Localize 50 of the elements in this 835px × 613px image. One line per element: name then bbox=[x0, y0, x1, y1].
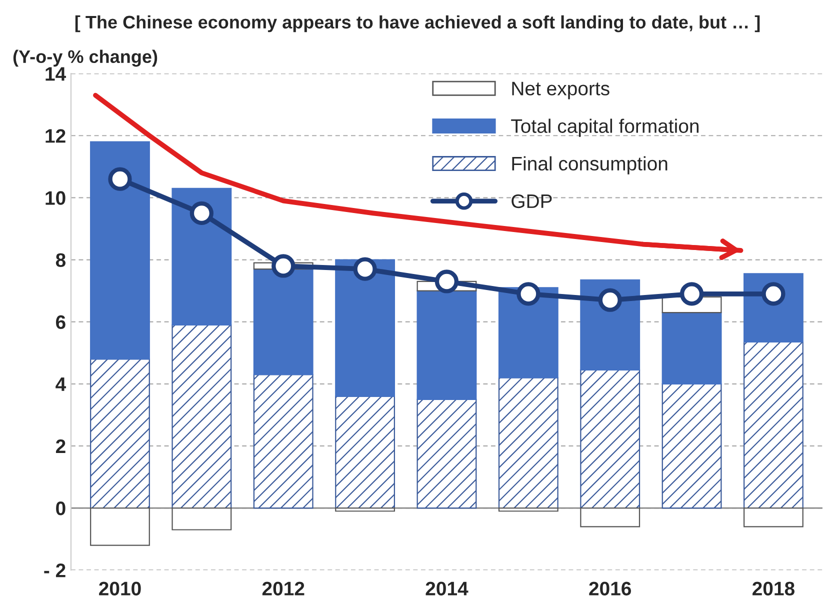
x-tick-label: 2016 bbox=[589, 582, 632, 596]
bar bbox=[90, 141, 150, 360]
point bbox=[516, 282, 540, 306]
bar bbox=[90, 358, 150, 509]
point bbox=[680, 282, 704, 306]
bar bbox=[335, 396, 395, 509]
x-tick-label: 2018 bbox=[752, 582, 794, 596]
bar bbox=[744, 507, 804, 528]
point bbox=[190, 201, 214, 226]
bar bbox=[253, 374, 314, 509]
point bbox=[353, 257, 377, 281]
chart-title: [ The Chinese economy appears to have achieved a soft landing to date, but … ] bbox=[75, 15, 760, 32]
bar bbox=[253, 268, 314, 376]
y-tick-label: 12 bbox=[46, 129, 66, 143]
x-tick-label: 2014 bbox=[426, 582, 468, 596]
x-tick-label: 2010 bbox=[99, 582, 141, 596]
y-tick-label: 4 bbox=[56, 378, 66, 391]
bar bbox=[335, 507, 395, 512]
bar bbox=[172, 188, 232, 326]
y-tick-label: 14 bbox=[46, 67, 66, 81]
bar bbox=[172, 324, 232, 509]
legend-label: Net exports bbox=[512, 82, 610, 100]
bar bbox=[580, 507, 640, 528]
bar bbox=[498, 507, 558, 512]
point bbox=[434, 270, 459, 294]
point bbox=[108, 167, 132, 191]
legend-label: Total capital formation bbox=[511, 118, 699, 137]
y-tick-label: - 2 bbox=[44, 564, 66, 578]
point bbox=[272, 254, 296, 278]
legend-label: Final consumption bbox=[512, 156, 668, 174]
bar bbox=[416, 290, 477, 400]
bar bbox=[662, 312, 722, 384]
bar bbox=[662, 383, 722, 509]
bar bbox=[90, 507, 150, 546]
legend-label: GDP bbox=[512, 194, 552, 208]
bar bbox=[744, 341, 804, 509]
y-tick-label: 0 bbox=[56, 501, 66, 516]
bar bbox=[498, 377, 558, 509]
bar bbox=[416, 398, 477, 509]
bar bbox=[580, 369, 640, 509]
x-tick-label: 2012 bbox=[262, 582, 304, 596]
y-tick-label: 8 bbox=[56, 253, 66, 267]
y-tick-label: 6 bbox=[56, 315, 66, 330]
point bbox=[598, 288, 622, 312]
bar bbox=[172, 507, 232, 530]
point bbox=[762, 282, 786, 306]
y-tick-label: 10 bbox=[46, 191, 66, 205]
y-tick-label: 2 bbox=[56, 439, 66, 454]
bar bbox=[335, 259, 395, 397]
y-axis-title: (Y-o-y % change) bbox=[13, 50, 158, 67]
